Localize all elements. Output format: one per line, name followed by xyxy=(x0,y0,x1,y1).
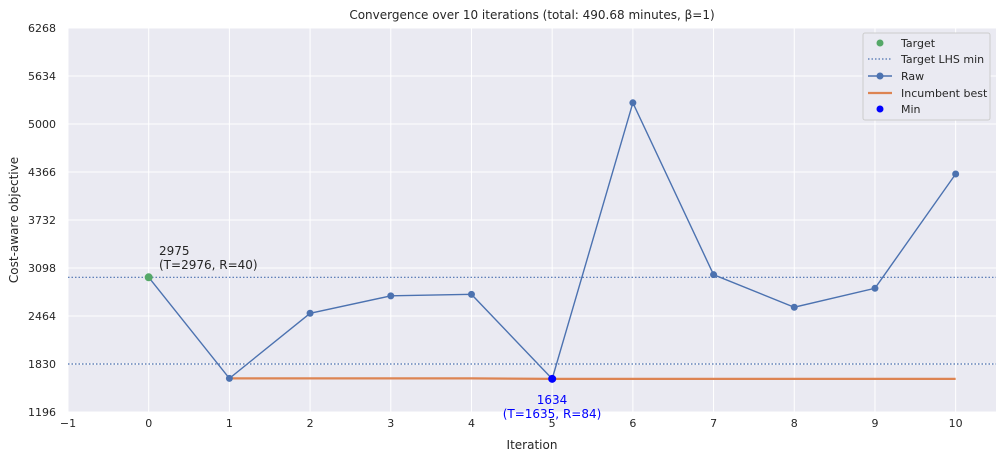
x-tick-label: −1 xyxy=(60,417,76,430)
legend-incumbent-label: Incumbent best xyxy=(901,87,988,100)
raw-point xyxy=(952,170,960,178)
legend-min-marker xyxy=(876,105,884,113)
y-tick-label: 5000 xyxy=(28,118,56,131)
raw-point xyxy=(467,290,475,298)
y-tick-labels: 1196 1830 2464 3098 3732 4366 5000 5634 6268 xyxy=(28,22,56,419)
target-lhs-lines xyxy=(68,276,996,365)
target-annotation-detail: (T=2976, R=40) xyxy=(159,258,258,272)
x-tick-label: 6 xyxy=(629,417,636,430)
raw-point xyxy=(790,303,798,311)
x-tick-label: 7 xyxy=(710,417,717,430)
grid-lines xyxy=(67,27,996,413)
raw-point xyxy=(225,374,233,382)
raw-point xyxy=(710,271,718,279)
raw-point xyxy=(629,99,637,107)
x-tick-label: 9 xyxy=(871,417,878,430)
x-tick-label: 8 xyxy=(791,417,798,430)
x-tick-label: 10 xyxy=(949,417,963,430)
legend-target-marker xyxy=(876,39,884,47)
y-tick-label: 4366 xyxy=(28,166,56,179)
y-tick-label: 2464 xyxy=(28,310,56,323)
legend-raw-label: Raw xyxy=(901,70,924,83)
legend-target-label: Target xyxy=(900,37,936,50)
x-tick-label: 2 xyxy=(307,417,314,430)
min-point xyxy=(548,374,557,383)
raw-point xyxy=(387,292,395,300)
x-tick-label: 1 xyxy=(226,417,233,430)
min-annotation-detail: (T=1635, R=84) xyxy=(503,407,602,421)
special-markers xyxy=(144,273,557,383)
legend-lhs-label: Target LHS min xyxy=(900,53,984,66)
y-tick-label: 5634 xyxy=(28,70,56,83)
x-axis-label: Iteration xyxy=(507,438,558,452)
legend-raw-marker xyxy=(876,72,884,80)
y-tick-label: 1830 xyxy=(28,358,56,371)
y-axis-label: Cost-aware objective xyxy=(7,157,21,283)
raw-point xyxy=(306,309,314,317)
chart-title: Convergence over 10 iterations (total: 4… xyxy=(349,8,714,22)
x-tick-label: 4 xyxy=(468,417,475,430)
x-tick-label: 0 xyxy=(145,417,152,430)
x-tick-labels: −1 0 1 2 3 4 5 6 7 8 9 10 xyxy=(60,417,963,430)
y-tick-label: 3098 xyxy=(28,262,56,275)
raw-point xyxy=(871,284,879,292)
target-annotation-value: 2975 xyxy=(159,244,190,258)
min-annotation-value: 1634 xyxy=(537,393,568,407)
x-tick-label: 5 xyxy=(549,417,556,430)
legend: Target Target LHS min Raw Incumbent best… xyxy=(862,32,991,121)
y-tick-label: 1196 xyxy=(28,406,56,419)
legend-min-label: Min xyxy=(901,103,921,116)
y-tick-label: 3732 xyxy=(28,214,56,227)
target-point xyxy=(144,273,153,282)
x-tick-label: 3 xyxy=(387,417,394,430)
y-tick-label: 6268 xyxy=(28,22,56,35)
legend-box xyxy=(862,32,991,121)
